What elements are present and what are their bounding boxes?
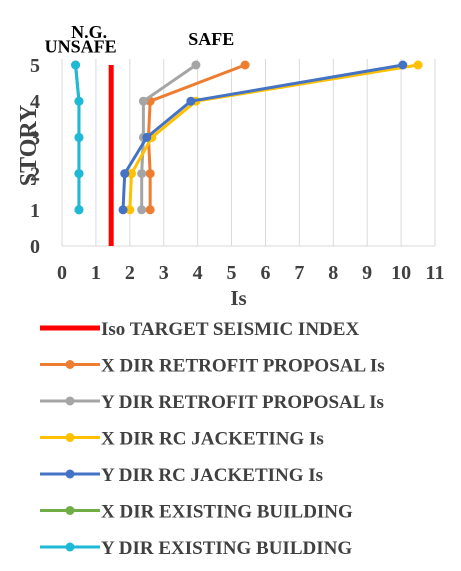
legend-swatch-marker [65, 433, 75, 442]
data-point [127, 169, 137, 179]
legend-swatch-marker [65, 506, 75, 515]
data-point [71, 60, 81, 70]
y-tick-label: 0 [30, 236, 40, 258]
x-tick-label: 11 [426, 262, 445, 284]
legend-label: X DIR EXISTING BUILDING [101, 502, 353, 523]
data-point [398, 60, 408, 70]
legend-label: Iso TARGET SEISMIC INDEX [101, 319, 359, 340]
annotation-label: SAFE [188, 29, 234, 49]
y-axis-label: STORY [16, 105, 42, 186]
x-tick-label: 8 [328, 262, 338, 284]
y-tick-label: 1 [30, 200, 40, 222]
annotations: N.G.UNSAFE SAFE [45, 22, 235, 56]
legend-item: Y DIR EXISTING BUILDING [40, 538, 352, 559]
data-point [118, 205, 128, 215]
legend-swatch-marker [65, 542, 75, 552]
legend-label: X DIR RC JACKETING Is [101, 429, 324, 450]
legend-label: Y DIR RETROFIT PROPOSAL Is [101, 392, 384, 413]
y-tick-label: 5 [30, 55, 40, 77]
data-point [74, 96, 84, 106]
grid-lines [61, 59, 436, 246]
legend-item: X DIR RETROFIT PROPOSAL Is [40, 356, 385, 377]
data-point [145, 205, 155, 215]
x-tick-label: 1 [91, 262, 101, 284]
annotation-label: N.G. [71, 22, 107, 42]
legend-label: Y DIR EXISTING BUILDING [101, 538, 352, 559]
data-point [125, 205, 135, 215]
x-tick-label: 4 [193, 262, 203, 284]
x-tick-label: 2 [125, 262, 135, 284]
legend-swatch-marker [65, 360, 75, 369]
data-point [191, 60, 201, 70]
annotation-label: UNSAFE [45, 36, 117, 56]
data-point [240, 60, 250, 70]
y-tick-label: 2 [30, 164, 40, 186]
legend-item: X DIR EXISTING BUILDING [40, 502, 353, 523]
x-tick-label: 5 [227, 262, 237, 284]
data-point [74, 132, 84, 142]
x-tick-label: 6 [260, 262, 270, 284]
x-tick-label: 0 [57, 262, 67, 284]
data-point [74, 169, 84, 179]
legend-item: Y DIR RC JACKETING Is [40, 465, 323, 486]
legend-swatch-marker [65, 396, 75, 406]
data-point [137, 205, 147, 215]
legend-swatch-marker [65, 469, 75, 479]
legend: Iso TARGET SEISMIC INDEX X DIR RETROFIT P… [40, 319, 385, 559]
legend-item: Iso TARGET SEISMIC INDEX [40, 319, 359, 340]
legend-item: Y DIR RETROFIT PROPOSAL Is [40, 392, 384, 413]
tick-labels: 0 1 2 3 4 5 6 7 8 9 10 11 0 1 2 3 4 5 [30, 55, 444, 284]
series-group [71, 60, 84, 215]
data-point [142, 132, 152, 142]
data-point [413, 60, 423, 70]
legend-item: X DIR RC JACKETING Is [40, 429, 324, 450]
x-tick-label: 7 [294, 262, 304, 284]
legend-label: Y DIR RC JACKETING Is [101, 465, 323, 486]
data-point [186, 96, 196, 106]
series-group [118, 60, 408, 215]
data-point [137, 169, 147, 179]
data-point [120, 169, 130, 179]
y-tick-label: 3 [30, 127, 40, 149]
x-tick-label: 10 [391, 262, 411, 284]
data-point [138, 96, 148, 106]
series-layer [71, 60, 423, 246]
series-group [143, 60, 250, 215]
data-point [145, 169, 155, 179]
x-axis-label: Is [230, 286, 246, 310]
x-tick-label: 3 [159, 262, 169, 284]
y-tick-label: 4 [30, 91, 40, 113]
x-tick-label: 9 [362, 262, 372, 284]
data-point [74, 205, 84, 215]
legend-label: X DIR RETROFIT PROPOSAL Is [101, 356, 385, 377]
